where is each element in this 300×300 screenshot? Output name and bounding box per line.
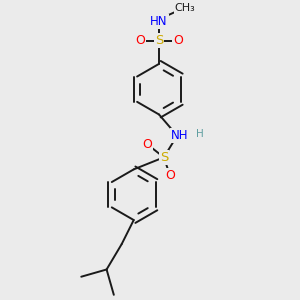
Text: O: O xyxy=(165,169,175,182)
Text: S: S xyxy=(160,151,168,164)
Text: S: S xyxy=(155,34,163,47)
Text: O: O xyxy=(173,34,183,47)
Text: NH: NH xyxy=(171,129,188,142)
Text: O: O xyxy=(142,138,152,151)
Text: O: O xyxy=(135,34,145,47)
Text: HN: HN xyxy=(150,15,168,28)
Text: H: H xyxy=(196,129,204,140)
Text: CH₃: CH₃ xyxy=(175,3,195,13)
